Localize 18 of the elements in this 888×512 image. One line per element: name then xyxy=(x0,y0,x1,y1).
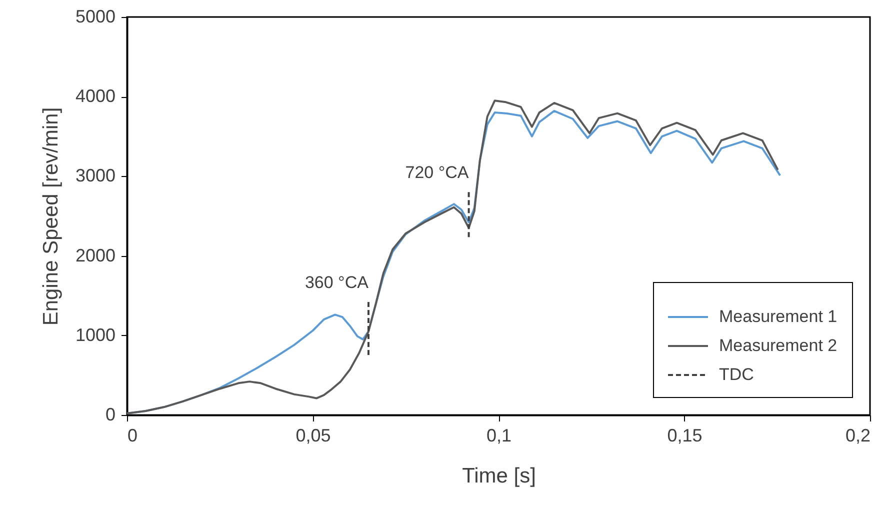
x-axis-title: Time [s] xyxy=(462,464,536,488)
x-tick-label: 0,15 xyxy=(667,426,702,446)
annotation: 720 °CA xyxy=(405,163,470,182)
y-tick-label: 5000 xyxy=(75,6,116,26)
y-tick-label: 2000 xyxy=(75,245,116,266)
y-tick-label: 3000 xyxy=(75,166,116,186)
y-axis-title: Engine Speed [rev/min] xyxy=(39,107,62,326)
y-tick-label: 1000 xyxy=(75,324,116,345)
x-tick-label: 0 xyxy=(128,426,138,446)
x-tick-label: 0,1 xyxy=(486,426,512,446)
legend-label: TDC xyxy=(719,365,754,384)
x-tick-label: 0,2 xyxy=(845,426,870,446)
annotation: 360 °CA xyxy=(304,272,370,292)
y-tick-label: 4000 xyxy=(75,86,116,106)
legend-label: Measurement 2 xyxy=(719,336,838,355)
x-tick-label: 0,05 xyxy=(296,426,331,446)
y-tick-label: 0 xyxy=(105,404,116,424)
legend-label: Measurement 1 xyxy=(719,307,838,326)
